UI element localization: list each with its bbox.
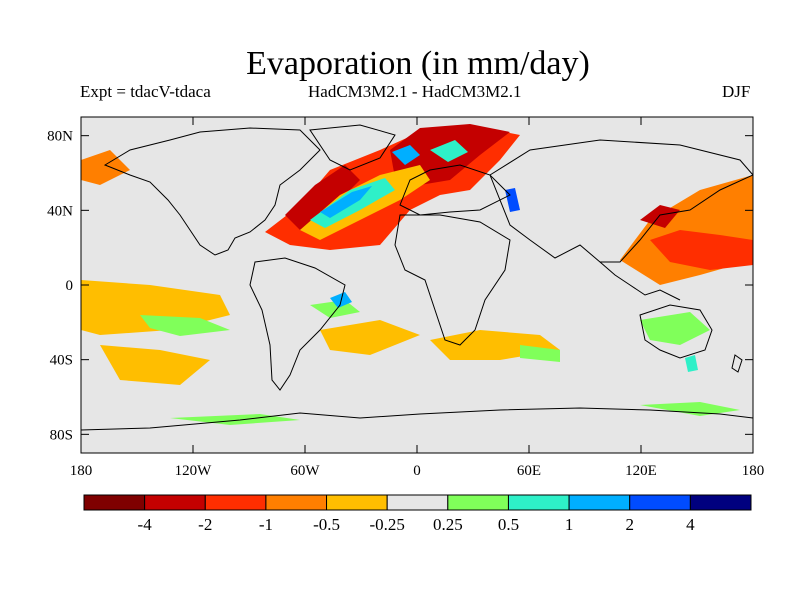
coast-africa xyxy=(394,214,511,346)
field-mid-atlantic-increase xyxy=(310,300,360,318)
colorbar-swatch xyxy=(568,494,631,511)
lon-tick-label: 0 xyxy=(413,463,421,479)
coast-new-zealand xyxy=(731,354,743,373)
colorbar-label: -2 xyxy=(198,515,212,534)
models-label: HadCM3M2.1 - HadCM3M2.1 xyxy=(308,82,522,101)
field-antarctic-increase-east xyxy=(640,402,740,416)
lat-tick-label: 80S xyxy=(50,427,73,443)
coast-asia xyxy=(489,139,753,263)
anomaly-field xyxy=(81,124,753,425)
colorbar-swatch xyxy=(386,494,449,511)
field-alaska-decrease xyxy=(81,150,130,185)
lon-tick-label: 60W xyxy=(290,463,320,479)
colorbar-label: 1 xyxy=(565,515,574,534)
lon-tick-label: 60E xyxy=(517,463,541,479)
lat-tick-label: 40N xyxy=(47,203,73,219)
lat-tick-label: 0 xyxy=(66,278,74,294)
lon-tick-label: 180 xyxy=(742,463,765,479)
colorbar-swatch xyxy=(326,494,388,511)
lon-tick-label: 180 xyxy=(70,463,93,479)
field-gulf-increase-core xyxy=(320,186,372,218)
field-south-pacific-decrease xyxy=(100,345,210,385)
colorbar-label: 2 xyxy=(625,515,634,534)
field-southern-ocean-increase xyxy=(520,345,560,362)
lat-tick-label: 40S xyxy=(50,353,73,369)
field-kuroshio-decrease xyxy=(640,205,680,228)
field-south-atlantic-decrease xyxy=(320,320,420,355)
coast-indochina xyxy=(599,261,681,301)
season-label: DJF xyxy=(722,82,751,101)
colorbar-label: 0.5 xyxy=(498,515,519,534)
field-baltic-increase xyxy=(430,140,468,162)
lon-tick-label: 120E xyxy=(625,463,657,479)
coast-south-america xyxy=(249,257,346,391)
colorbar-label: -0.5 xyxy=(313,515,340,534)
field-australia-increase xyxy=(640,312,710,345)
colorbar-label: 4 xyxy=(686,515,695,534)
coast-europe xyxy=(399,164,511,216)
coast-antarctica xyxy=(81,407,753,431)
colorbar-swatch xyxy=(629,494,691,511)
field-norwegian-increase xyxy=(392,145,420,165)
lat-axis: 80N 40N 0 40S 80S xyxy=(47,129,753,443)
colorbar-label: 0.25 xyxy=(433,515,463,534)
field-tasman-increase xyxy=(685,355,698,372)
colorbar-label: -1 xyxy=(259,515,273,534)
lat-tick-label: 80N xyxy=(47,129,73,145)
colorbar-swatch xyxy=(204,494,267,511)
colorbar-swatch xyxy=(144,494,206,511)
colorbar: -4 -2 -1 -0.5 -0.25 0.25 0.5 1 2 4 xyxy=(83,494,752,534)
experiment-label: Expt = tdacV-tdaca xyxy=(80,82,211,101)
colorbar-swatch xyxy=(265,494,328,511)
colorbar-swatch xyxy=(689,494,752,511)
field-west-pacific-strong xyxy=(650,230,753,270)
colorbar-label: -0.25 xyxy=(369,515,404,534)
chart-title: Evaporation (in mm/day) xyxy=(246,45,590,82)
coastlines xyxy=(81,124,753,431)
field-pacific-band-increase xyxy=(140,315,230,336)
field-labrador-decrease xyxy=(285,165,360,230)
lon-axis: 180 120W 60W 0 60E 120E 180 xyxy=(70,117,765,479)
coast-north-america xyxy=(103,127,321,256)
coast-greenland xyxy=(309,124,396,171)
lon-tick-label: 120W xyxy=(175,463,213,479)
colorbar-label: -4 xyxy=(138,515,153,534)
colorbar-swatch xyxy=(507,494,570,511)
coast-australia xyxy=(639,304,713,359)
colorbar-swatch xyxy=(83,494,146,511)
colorbar-swatch xyxy=(447,494,509,511)
